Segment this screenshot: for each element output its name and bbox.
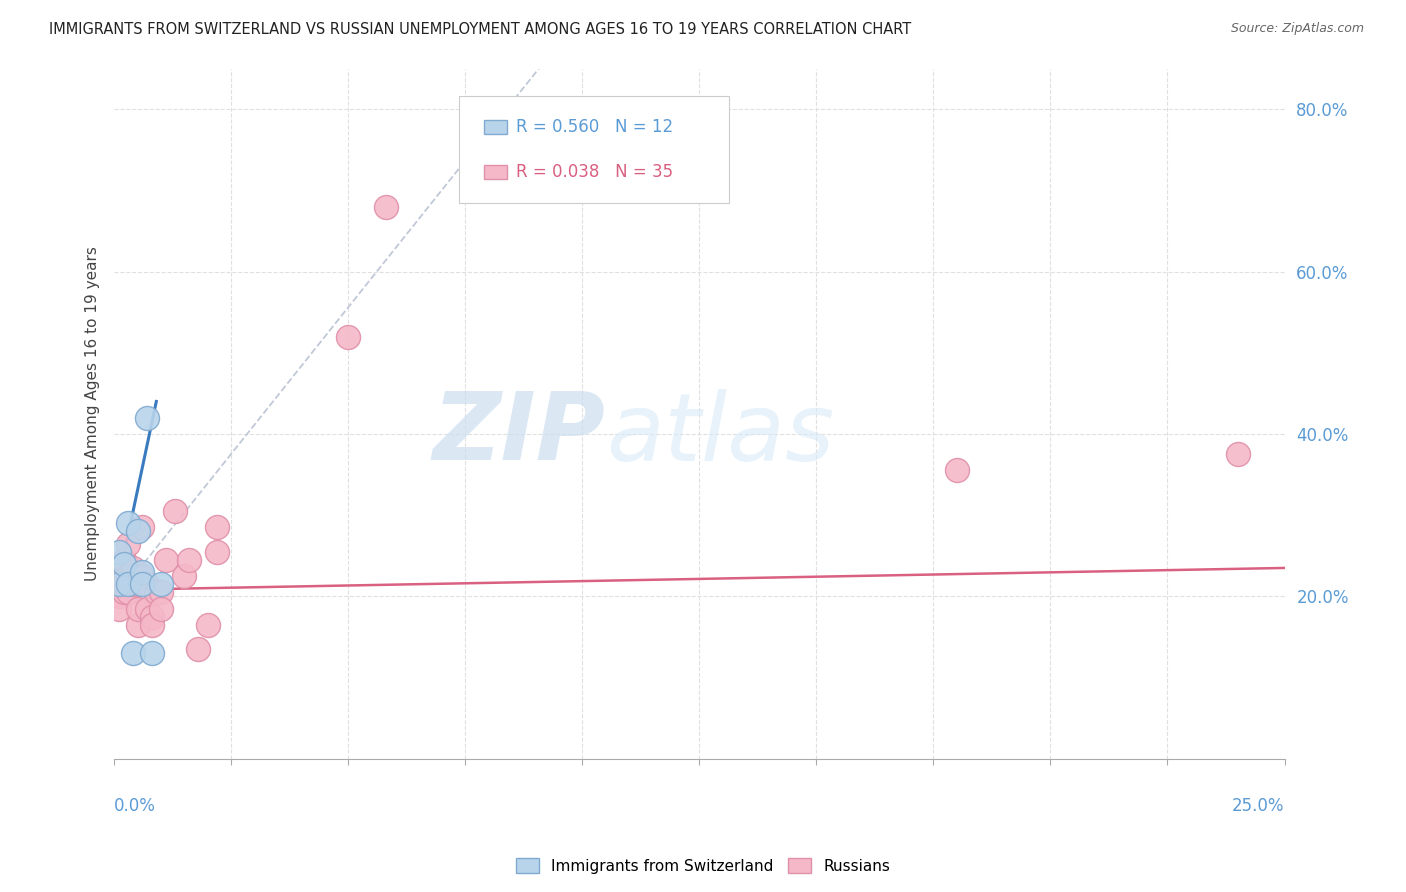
Point <box>127 617 149 632</box>
Point <box>117 569 139 583</box>
Text: 0.0%: 0.0% <box>114 797 156 814</box>
Point <box>131 565 153 579</box>
Point <box>150 585 173 599</box>
Point <box>122 577 145 591</box>
Point <box>131 577 153 591</box>
FancyBboxPatch shape <box>484 120 508 134</box>
Point <box>127 577 149 591</box>
Point <box>187 642 209 657</box>
FancyBboxPatch shape <box>484 165 508 179</box>
Point <box>122 646 145 660</box>
Text: R = 0.560   N = 12: R = 0.560 N = 12 <box>516 119 672 136</box>
Point <box>136 410 159 425</box>
Point <box>177 553 200 567</box>
Point <box>108 545 131 559</box>
Point <box>374 200 396 214</box>
Point <box>112 577 135 591</box>
FancyBboxPatch shape <box>460 96 728 203</box>
Text: 25.0%: 25.0% <box>1232 797 1285 814</box>
Point <box>205 545 228 559</box>
Text: ZIP: ZIP <box>433 388 606 481</box>
Point <box>163 504 186 518</box>
Point <box>127 524 149 539</box>
Point <box>337 329 360 343</box>
Point <box>197 617 219 632</box>
Text: IMMIGRANTS FROM SWITZERLAND VS RUSSIAN UNEMPLOYMENT AMONG AGES 16 TO 19 YEARS CO: IMMIGRANTS FROM SWITZERLAND VS RUSSIAN U… <box>49 22 911 37</box>
Point <box>136 601 159 615</box>
Point <box>112 557 135 571</box>
Point <box>108 590 131 604</box>
Point <box>946 463 969 477</box>
Text: Source: ZipAtlas.com: Source: ZipAtlas.com <box>1230 22 1364 36</box>
Point <box>150 601 173 615</box>
Point <box>205 520 228 534</box>
Point <box>136 577 159 591</box>
Point <box>173 569 195 583</box>
Point <box>108 601 131 615</box>
Point <box>150 577 173 591</box>
Point <box>108 573 131 587</box>
Text: R = 0.038   N = 35: R = 0.038 N = 35 <box>516 163 672 181</box>
Point <box>112 585 135 599</box>
Point <box>141 609 163 624</box>
Point <box>117 585 139 599</box>
Point <box>155 553 177 567</box>
Point <box>145 585 167 599</box>
Point <box>1226 447 1249 461</box>
Legend: Immigrants from Switzerland, Russians: Immigrants from Switzerland, Russians <box>509 852 897 880</box>
Point <box>112 553 135 567</box>
Point <box>117 536 139 550</box>
Point <box>108 577 131 591</box>
Text: atlas: atlas <box>606 389 834 480</box>
Point <box>122 561 145 575</box>
Point <box>141 617 163 632</box>
Point <box>131 520 153 534</box>
Y-axis label: Unemployment Among Ages 16 to 19 years: Unemployment Among Ages 16 to 19 years <box>86 246 100 581</box>
Point <box>117 516 139 531</box>
Point <box>141 646 163 660</box>
Point <box>127 601 149 615</box>
Point <box>117 577 139 591</box>
Point <box>131 569 153 583</box>
